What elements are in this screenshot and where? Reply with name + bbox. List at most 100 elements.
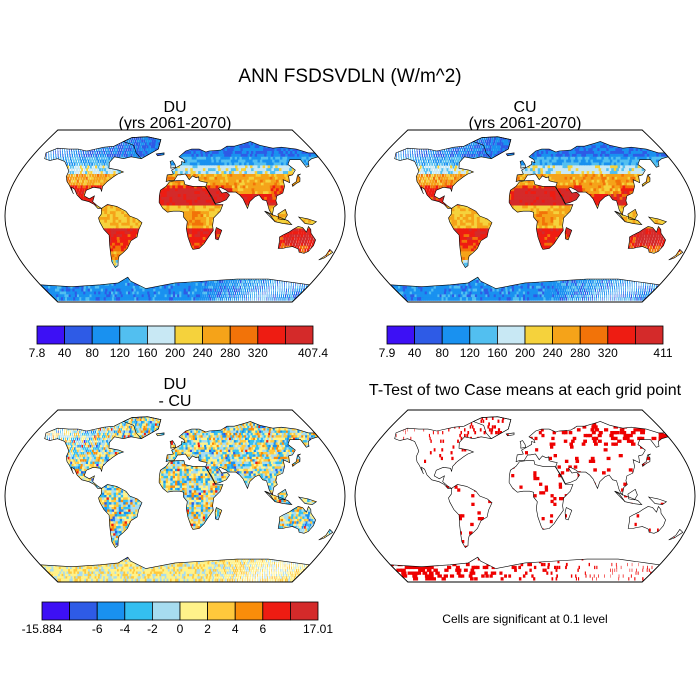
significant-cell bbox=[628, 577, 630, 581]
significant-cell bbox=[589, 574, 591, 578]
significant-cell bbox=[493, 571, 497, 575]
significant-cell bbox=[456, 571, 461, 575]
coastline-uk bbox=[169, 160, 177, 169]
significant-cell bbox=[637, 571, 639, 575]
significant-cell bbox=[549, 519, 553, 524]
significant-cell bbox=[590, 456, 595, 461]
coastline-australia bbox=[277, 505, 316, 534]
significant-cell bbox=[628, 468, 633, 472]
significant-cell bbox=[611, 442, 616, 446]
significant-cell bbox=[586, 433, 590, 438]
colorbar-swatch bbox=[414, 325, 443, 345]
significant-cell bbox=[648, 568, 650, 572]
significant-cell bbox=[598, 574, 599, 578]
significant-cell bbox=[484, 571, 488, 575]
significant-cell bbox=[441, 577, 446, 581]
significant-cell bbox=[422, 571, 428, 575]
significant-cell bbox=[594, 436, 599, 441]
significant-cell bbox=[412, 574, 418, 578]
colorbar-tick-label: -4 bbox=[119, 622, 130, 636]
colorbar-swatch bbox=[524, 325, 554, 345]
colorbar-cu: 7.9 40 80 120 160 200 240 280 320 411 bbox=[379, 325, 673, 360]
significant-cell bbox=[451, 456, 454, 461]
significant-cell bbox=[461, 448, 464, 452]
significant-cell bbox=[494, 425, 496, 429]
significant-cell bbox=[514, 568, 517, 572]
significant-cell bbox=[598, 431, 603, 435]
significant-cell bbox=[568, 465, 572, 469]
colorbar-swatch bbox=[635, 325, 664, 345]
significant-cell bbox=[613, 436, 618, 441]
significant-cell bbox=[497, 419, 500, 423]
coastline-southAmerica bbox=[98, 204, 143, 269]
colorbar-tick-label: 2 bbox=[204, 622, 211, 636]
significant-cell bbox=[511, 565, 515, 570]
significant-cell bbox=[471, 571, 476, 575]
colorbar-tick-label: 80 bbox=[86, 346, 100, 360]
significant-cell bbox=[473, 565, 478, 570]
coastline-eurasia bbox=[165, 421, 319, 496]
significant-cell bbox=[540, 428, 544, 432]
significant-cell bbox=[422, 565, 428, 570]
significant-cell bbox=[439, 454, 442, 458]
significant-cell bbox=[433, 448, 436, 452]
significant-cell bbox=[428, 433, 430, 438]
significant-cell bbox=[497, 428, 501, 432]
significant-cell bbox=[552, 431, 556, 435]
significant-cell bbox=[621, 431, 627, 435]
colorbar-swatch bbox=[146, 325, 176, 345]
significant-cell bbox=[504, 574, 507, 578]
significant-cell bbox=[464, 448, 467, 452]
significant-cell bbox=[556, 574, 558, 578]
colorbar-swatch bbox=[496, 325, 526, 345]
significant-cell bbox=[544, 485, 548, 489]
significant-cell bbox=[591, 459, 596, 463]
significant-cell bbox=[551, 577, 554, 581]
colorbar-tick-label: 160 bbox=[487, 346, 507, 360]
coastline-borneo bbox=[627, 488, 638, 501]
colorbar-tick-label: 160 bbox=[137, 346, 157, 360]
significant-cell bbox=[449, 574, 455, 578]
coastline-sumatra bbox=[264, 490, 276, 502]
coastline-indonesia bbox=[614, 490, 643, 505]
significant-cell bbox=[604, 428, 609, 432]
significant-cell bbox=[634, 577, 636, 581]
significant-cell bbox=[491, 428, 494, 432]
colorbar-swatch bbox=[36, 325, 66, 345]
coastline-southAmerica bbox=[98, 484, 143, 549]
colorbar-tick-label: 6 bbox=[259, 622, 266, 636]
significant-cell bbox=[646, 568, 648, 572]
significant-cell bbox=[612, 571, 613, 575]
significant-cell bbox=[621, 488, 625, 492]
significant-cell bbox=[539, 482, 543, 486]
map-du-minus-cu bbox=[4, 409, 346, 583]
significant-cell bbox=[477, 517, 482, 521]
significant-cell bbox=[460, 540, 465, 544]
significant-cell bbox=[533, 474, 537, 478]
significant-cell bbox=[424, 574, 430, 578]
coastline-sumatra bbox=[614, 490, 626, 502]
colorbar-tick-label: 320 bbox=[598, 346, 618, 360]
significant-cell bbox=[416, 571, 422, 575]
significant-cell bbox=[618, 574, 620, 578]
significant-cell bbox=[597, 433, 602, 438]
colorbar-tick-label: -15.884 bbox=[22, 622, 63, 636]
significant-cell bbox=[441, 448, 444, 452]
significant-cell bbox=[495, 431, 498, 435]
significant-cell bbox=[593, 425, 598, 429]
significant-cell bbox=[588, 433, 593, 438]
significant-cell bbox=[458, 514, 462, 518]
significant-cell bbox=[609, 433, 614, 438]
significant-cell bbox=[631, 442, 636, 446]
significant-cell bbox=[623, 433, 628, 438]
map-ocean bbox=[355, 410, 695, 582]
significant-cell bbox=[631, 568, 633, 572]
significant-cell bbox=[460, 574, 465, 578]
significant-cell bbox=[583, 433, 588, 438]
significant-cell bbox=[527, 562, 530, 567]
colorbar-swatch bbox=[552, 325, 581, 345]
significant-cell bbox=[429, 565, 434, 570]
colorbar-swatch bbox=[91, 325, 121, 345]
coastline-japan bbox=[291, 173, 301, 187]
significant-cell bbox=[568, 431, 573, 435]
